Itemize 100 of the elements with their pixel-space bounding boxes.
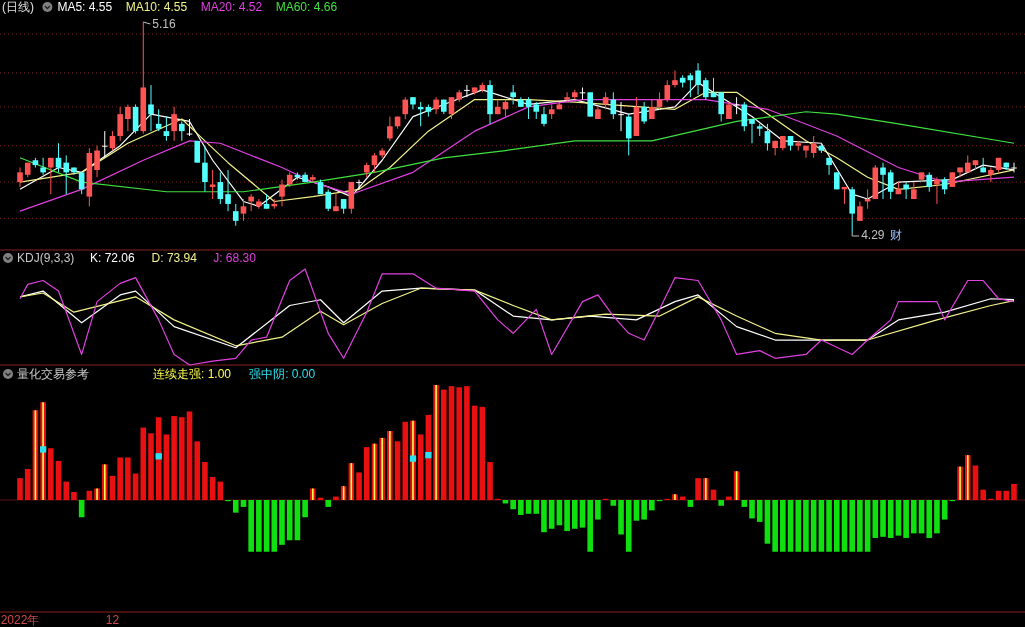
candlestick: [718, 91, 724, 122]
bar: [171, 416, 177, 500]
candlestick: [749, 118, 755, 144]
candlestick: [279, 179, 285, 207]
bar: [263, 500, 270, 552]
bar: [571, 500, 578, 529]
bar: [140, 427, 147, 500]
bar: [63, 481, 70, 500]
bar: [487, 462, 493, 500]
bar: [587, 500, 593, 552]
bar: [641, 500, 647, 520]
bar: [803, 500, 809, 552]
point: [409, 455, 417, 462]
bar: [71, 491, 77, 500]
candlestick: [433, 96, 439, 115]
bar: [695, 478, 701, 500]
bar: [548, 500, 555, 529]
text: K: 72.06: [90, 251, 136, 265]
bar: [895, 500, 902, 536]
candlestick: [55, 142, 62, 173]
bar: [810, 500, 817, 552]
candlestick: [371, 152, 378, 173]
bar: [202, 462, 208, 500]
bar: [911, 500, 917, 534]
candlestick: [887, 169, 894, 200]
bar: [934, 500, 940, 534]
annotation: 财: [889, 228, 902, 242]
bar: [186, 411, 193, 500]
candlestick: [810, 135, 817, 159]
candlestick: [672, 70, 678, 88]
bar: [356, 472, 362, 500]
candlestick: [664, 79, 671, 103]
point: [155, 453, 162, 460]
bar: [541, 500, 547, 533]
bar: [795, 500, 802, 552]
bar: [279, 500, 285, 545]
candlestick: [356, 179, 362, 190]
text: J: 68.30: [213, 251, 257, 265]
point: [425, 451, 432, 459]
bar: [402, 421, 409, 500]
bar: [240, 500, 247, 507]
candlestick: [702, 77, 709, 101]
candlestick: [772, 140, 778, 156]
bar: [980, 489, 986, 500]
candlestick: [202, 145, 208, 193]
bar: [841, 500, 848, 552]
bar: [125, 457, 131, 500]
bar: [649, 500, 655, 511]
candlestick: [155, 108, 162, 132]
chart-title: 量化交易参考: [17, 367, 89, 381]
bar: [864, 500, 871, 552]
candlestick: [225, 169, 231, 212]
candlestick: [387, 116, 393, 142]
candlestick: [209, 169, 216, 200]
bar: [749, 500, 755, 519]
bar: [595, 500, 601, 520]
candlestick: [179, 120, 185, 142]
point: [39, 446, 47, 453]
candlestick: [741, 101, 748, 132]
candlestick: [988, 167, 994, 183]
bar: [464, 386, 470, 500]
bar: [780, 500, 786, 552]
x-tick-label: 12: [105, 613, 120, 627]
text: MA10: 4.55: [125, 0, 188, 14]
bar: [117, 457, 123, 500]
bar: [148, 433, 154, 500]
bar: [163, 434, 170, 500]
bar: [564, 500, 570, 532]
text: MA60: 4.66: [275, 0, 338, 14]
bar: [518, 500, 524, 515]
bar: [48, 448, 54, 500]
bar: [24, 468, 31, 500]
candlestick: [148, 84, 154, 132]
bar: [533, 500, 540, 514]
bar: [772, 500, 778, 552]
bar: [441, 389, 447, 500]
candlestick: [880, 162, 886, 200]
bar: [271, 500, 278, 552]
candlestick: [256, 198, 262, 210]
candlestick: [903, 181, 909, 200]
candlestick: [117, 106, 123, 142]
annotation: 5.16: [152, 17, 176, 31]
bar: [302, 500, 308, 518]
candlestick: [17, 167, 23, 188]
bar: [525, 500, 532, 514]
bar: [179, 417, 185, 500]
bar: [857, 500, 863, 552]
bar: [903, 500, 909, 538]
chart-title: (日线): [2, 0, 34, 14]
bar: [510, 500, 516, 510]
bar: [849, 500, 855, 552]
bar: [618, 500, 624, 535]
annotation: 4.29: [861, 228, 885, 242]
candlestick: [94, 145, 100, 178]
candlestick: [232, 203, 239, 227]
bar: [880, 500, 886, 537]
candlestick: [163, 116, 170, 142]
bar: [787, 500, 794, 552]
candlestick: [325, 188, 332, 212]
bar: [579, 500, 586, 528]
